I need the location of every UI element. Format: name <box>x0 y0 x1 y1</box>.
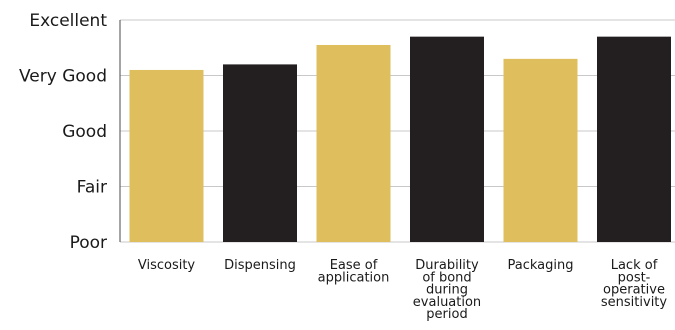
x-tick-label-lack-of-post-operative-sensitivity: Lack of post-operative sensitivity <box>601 258 668 310</box>
x-tick-label-line: of bond <box>422 270 471 285</box>
x-tick-label-packaging: Packaging <box>508 258 574 273</box>
x-tick-label-line: sensitivity <box>601 295 668 310</box>
y-tick-labels: Poor Fair Good Very Good Excellent <box>19 11 107 253</box>
bar-lack-of-post-operative-sensitivity <box>597 36 671 243</box>
x-tick-label-line: Packaging <box>508 258 574 273</box>
x-tick-label-viscosity: Viscosity <box>138 258 196 273</box>
x-tick-label-durability-of-bond-during-evaluation-period: Durability of bond during evaluation period <box>413 258 481 322</box>
bar-layer <box>129 36 671 243</box>
bar-packaging <box>503 58 578 242</box>
x-tick-label-line: Dispensing <box>224 258 296 273</box>
y-tick-label-excellent: Excellent <box>29 11 107 31</box>
x-tick-label-line: Ease of <box>330 258 378 273</box>
y-tick-label-good: Good <box>62 122 107 142</box>
bar-dispensing <box>223 64 297 243</box>
y-tick-label-fair: Fair <box>77 178 107 198</box>
x-tick-label-line: Lack of <box>611 258 658 273</box>
x-tick-label-line: period <box>426 307 467 322</box>
x-tick-label-dispensing: Dispensing <box>224 258 296 273</box>
y-tick-label-very-good: Very Good <box>19 67 107 87</box>
x-tick-label-line: post- <box>618 270 651 285</box>
y-tick-label-poor: Poor <box>70 233 107 253</box>
x-tick-labels: Viscosity Dispensing Ease of application Dur… <box>138 258 668 322</box>
bar-viscosity <box>129 69 204 242</box>
x-tick-label-line: Durability <box>415 258 479 273</box>
x-tick-label-line: operative <box>603 283 665 298</box>
x-tick-label-line: application <box>318 270 390 285</box>
x-tick-label-ease-of-application: Ease of application <box>318 258 390 285</box>
x-tick-label-line: Viscosity <box>138 258 196 273</box>
grid-layer <box>120 19 675 243</box>
bar-durability-of-bond-during-evaluation-period <box>410 36 484 243</box>
bar-ease-of-application <box>316 44 391 242</box>
x-tick-label-line: evaluation <box>413 295 481 310</box>
x-tick-label-line: during <box>426 283 468 298</box>
